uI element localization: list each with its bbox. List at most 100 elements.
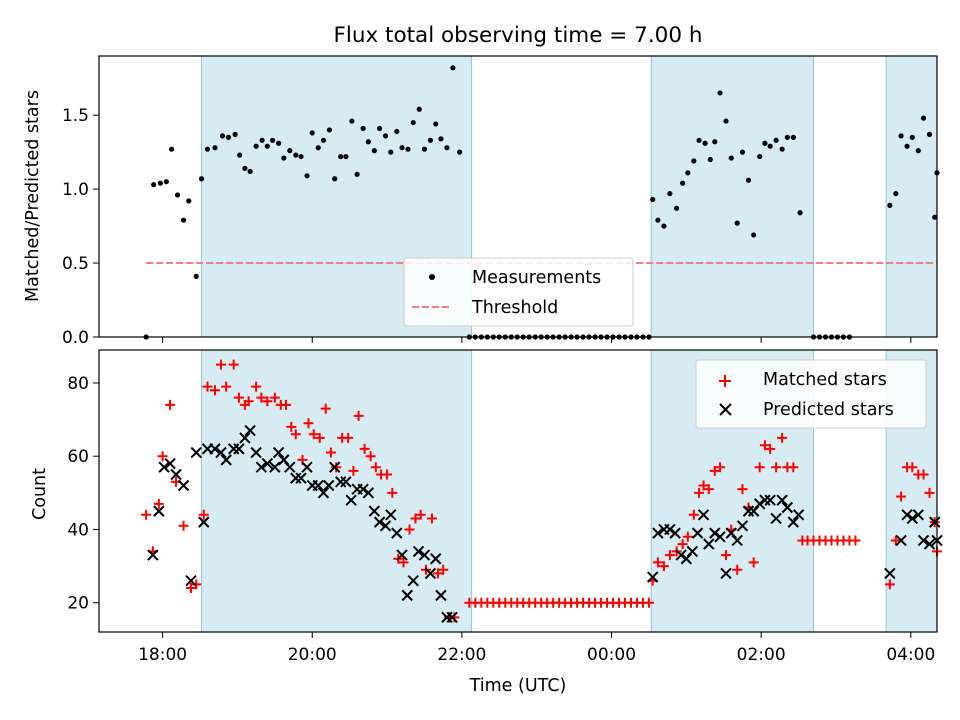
measurement-point [707, 156, 713, 163]
matched-star-point [228, 359, 239, 370]
predicted-star-point [220, 454, 232, 466]
measurement-point [343, 153, 349, 160]
measurement-point [204, 146, 211, 152]
matched-star-point [410, 513, 421, 524]
matched-star-point [759, 440, 770, 451]
top-plot-frame [98, 55, 938, 338]
top-legend-box [403, 257, 634, 327]
predicted-star-point [290, 472, 302, 484]
matched-star-point [153, 498, 164, 509]
matched-star-point [209, 385, 220, 396]
matched-star-point [688, 509, 699, 520]
predicted-star-point [272, 446, 285, 459]
x-tick-label: 02:00 [737, 645, 786, 665]
x-tick-label: 00:00 [587, 645, 636, 665]
predicted-star-point [301, 461, 313, 473]
predicted-star-point [776, 494, 788, 506]
measurement-point [232, 131, 238, 137]
measurement-point [433, 121, 439, 127]
measurement-point [405, 146, 411, 152]
predicted-star-point [147, 549, 159, 561]
measurement-point [338, 153, 344, 160]
bottom-legend: Matched stars Predicted stars [695, 359, 927, 429]
predicted-star-point [328, 461, 341, 473]
predicted-star-point [233, 443, 245, 455]
matched-star-point [359, 443, 370, 454]
bottom-y-tick-label: 20 [67, 594, 89, 614]
matched-star-point [788, 462, 799, 473]
matched-star-point [643, 597, 654, 608]
top-y-tick-label: 0.5 [62, 254, 89, 274]
measurement-point [304, 173, 310, 179]
measurement-point [926, 131, 933, 137]
measurement-point [745, 177, 752, 183]
measurement-point [269, 137, 276, 143]
matched-star-point [331, 462, 342, 473]
matched-star-point [286, 421, 297, 432]
predicted-star-point [379, 520, 392, 532]
measurement-point [219, 133, 226, 139]
top-shaded-interval [650, 55, 815, 338]
predicted-star-point [435, 589, 447, 602]
predicted-star-point [923, 538, 936, 550]
predicted-star-point [198, 516, 210, 528]
predicted-star-point [322, 479, 335, 492]
predicted-star-point [446, 611, 458, 624]
matched-star-point [233, 392, 244, 403]
matched-star-point [765, 443, 776, 454]
measurement-point [790, 134, 796, 140]
measurement-point [757, 153, 763, 160]
predicted-star-point [334, 476, 347, 488]
matched-star-point [256, 392, 267, 403]
measurement-point [438, 136, 444, 142]
predicted-star-point [697, 509, 710, 521]
x-tick-label: 04:00 [886, 645, 935, 665]
measurement-point [399, 145, 405, 151]
predicted-star-point [391, 527, 403, 539]
predicted-star-point [164, 457, 176, 470]
top-plot: 0.0 0.5 1.0 1.5 [62, 55, 940, 348]
predicted-star-point [373, 516, 386, 528]
predicted-star-point [250, 446, 262, 459]
predicted-star-point [261, 457, 274, 470]
predicted-star-point [770, 512, 782, 525]
measurement-point [762, 140, 768, 146]
legend-predicted-label: Predicted stars [763, 400, 894, 420]
predicted-star-point [284, 461, 296, 473]
predicted-star-point [895, 534, 907, 547]
measurement-point [309, 130, 315, 136]
measurement-point [382, 133, 389, 139]
measurement-point [287, 148, 293, 154]
matched-star-point [652, 557, 663, 568]
measurement-point [893, 190, 899, 197]
predicted-star-point [209, 443, 221, 455]
matched-star-point [777, 432, 788, 443]
measurement-point [225, 134, 232, 140]
measurement-point [674, 205, 680, 211]
x-tick-label: 18:00 [138, 645, 187, 665]
measurement-point [717, 90, 723, 96]
predicted-star-point [742, 505, 755, 517]
top-legend: Measurements Threshold [403, 257, 634, 327]
predicted-star-point [170, 468, 182, 481]
measurement-point [915, 148, 921, 154]
legend-measurements-marker [429, 274, 435, 280]
matched-star-point [215, 359, 226, 370]
measurement-point [898, 133, 904, 139]
matched-star-point [157, 451, 168, 462]
matched-star-point [251, 381, 262, 392]
bottom-legend-box [695, 359, 927, 429]
matched-star-point [221, 381, 232, 392]
top-y-tick-label: 1.5 [62, 106, 89, 126]
measurement-point [293, 152, 299, 158]
predicted-star-point [787, 516, 800, 528]
measurement-point [326, 127, 333, 133]
matched-star-point [682, 531, 693, 542]
predicted-star-point [675, 549, 687, 561]
measurement-point [427, 137, 434, 143]
matched-star-point [370, 462, 381, 473]
matched-star-point [243, 396, 254, 407]
predicted-star-point [929, 516, 941, 528]
measurement-point [421, 146, 428, 152]
